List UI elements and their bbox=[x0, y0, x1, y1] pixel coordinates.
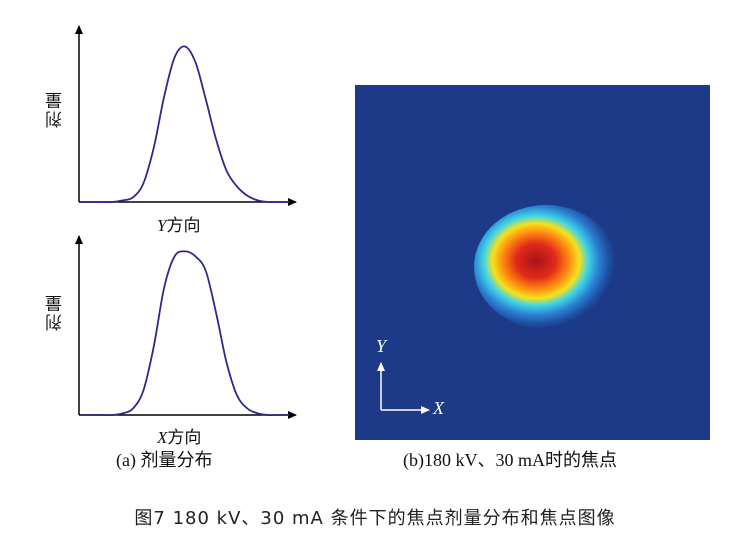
bottom-plot-x-text: 方向 bbox=[167, 428, 202, 448]
bottom-plot-x-var: X bbox=[157, 428, 168, 447]
bottom-plot-dose-curve bbox=[81, 250, 289, 417]
bottom-plot-x-label: X方向 bbox=[157, 423, 201, 448]
top-plot-x-var: Y bbox=[157, 216, 167, 235]
heatmap-y-label: Y bbox=[376, 336, 387, 356]
panel-a-caption: (a) 剂量分布 bbox=[116, 450, 213, 470]
focal-spot bbox=[474, 205, 618, 329]
heatmap-x-label: X bbox=[433, 398, 444, 418]
top-plot-x-label: Y方向 bbox=[157, 211, 200, 236]
top-plot-y-label: 剂量 bbox=[46, 90, 66, 128]
panel-b-caption: (b)180 kV、30 mA时的焦点 bbox=[403, 450, 617, 470]
figure-caption: 图7 180 kV、30 mA 条件下的焦点剂量分布和焦点图像 bbox=[134, 508, 616, 529]
bottom-plot-y-label: 剂量 bbox=[46, 293, 66, 331]
top-plot-dose-curve bbox=[80, 45, 289, 204]
top-plot-x-text: 方向 bbox=[166, 216, 201, 236]
